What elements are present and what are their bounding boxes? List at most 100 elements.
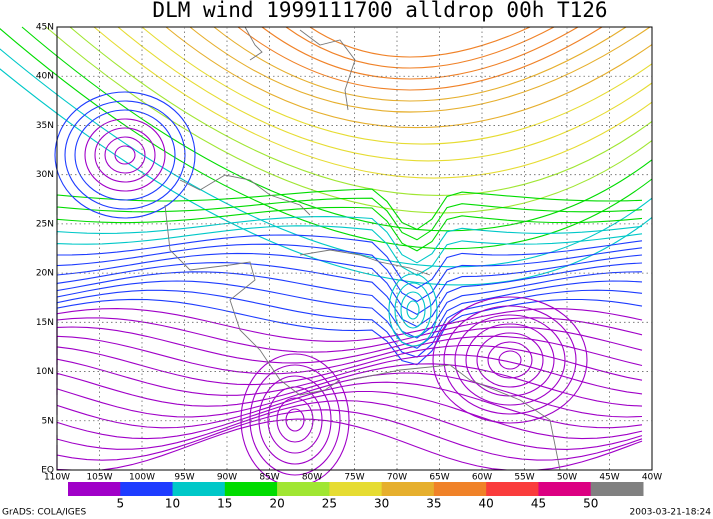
colorbar-label: 30 — [374, 497, 389, 511]
streamline — [0, 68, 653, 286]
streamline — [93, 26, 653, 179]
vortex — [498, 350, 522, 370]
lon-label: 65W — [429, 473, 449, 483]
streamline — [45, 26, 653, 214]
streamlines — [0, 26, 653, 487]
lon-label: 85W — [259, 473, 279, 483]
streamline — [237, 26, 603, 91]
lon-label: 105W — [86, 473, 112, 483]
streamline — [56, 326, 643, 364]
vortex — [465, 323, 555, 397]
coastline — [164, 26, 561, 471]
lat-label: 40N — [36, 72, 54, 82]
lon-label: 80W — [302, 473, 322, 483]
footer-left: GrADS: COLA/IGES — [2, 508, 86, 518]
vortex — [406, 300, 420, 320]
map-title: DLM wind 1999111700 alldrop 00h T126 — [152, 0, 607, 22]
streamline — [141, 26, 653, 145]
vortex — [388, 273, 438, 347]
streamline — [56, 243, 643, 303]
lat-label: 5N — [42, 416, 54, 426]
streamline — [56, 280, 643, 349]
lat-label: 25N — [36, 219, 54, 229]
streamline — [56, 271, 643, 339]
streamline — [56, 344, 643, 386]
lat-label: EQ — [41, 466, 54, 476]
colorbar-box — [120, 482, 174, 496]
streamline — [56, 298, 643, 366]
lon-label: 50W — [557, 473, 577, 483]
colorbar-box — [172, 482, 226, 496]
colorbar-label: 25 — [322, 497, 337, 511]
colorbar-label: 35 — [426, 497, 441, 511]
vortex — [94, 127, 156, 183]
vortex — [476, 332, 544, 388]
vortex — [114, 145, 136, 165]
colorbar-box — [381, 482, 435, 496]
lat-label: 30N — [36, 170, 54, 180]
streamline — [285, 26, 555, 69]
vortex — [454, 314, 566, 406]
vortex — [443, 305, 577, 415]
colorbar-box — [277, 482, 330, 496]
streamline — [165, 26, 653, 129]
vortex — [267, 386, 323, 454]
vortex — [394, 282, 432, 338]
streamline — [21, 26, 653, 232]
streamline — [56, 409, 643, 461]
colorbar-box — [329, 482, 383, 496]
streamline — [189, 26, 651, 113]
vortex — [64, 100, 186, 210]
lat-label: 10N — [36, 367, 54, 377]
streamline — [56, 234, 643, 290]
colorbar-box — [486, 482, 539, 496]
streamline — [56, 335, 643, 375]
vortex — [104, 136, 146, 174]
streamline — [56, 225, 643, 277]
streamline — [56, 372, 643, 418]
streamline — [213, 26, 627, 102]
lon-label: 55W — [514, 473, 534, 483]
streamline — [56, 390, 643, 440]
colorbar-label: 5 — [116, 497, 124, 511]
streamline — [117, 26, 653, 162]
vortex — [249, 364, 341, 476]
lon-label: 100W — [129, 473, 155, 483]
lon-label: 70W — [387, 473, 407, 483]
footer-right: 2003-03-21-18:24 — [630, 508, 712, 518]
colorbar-box — [224, 482, 278, 496]
colorbar-label: 20 — [269, 497, 284, 511]
colorbar-box — [433, 482, 487, 496]
streamline — [56, 252, 643, 315]
streamline — [56, 354, 643, 396]
lat-label: 45N — [36, 23, 54, 33]
lon-label: 95W — [174, 473, 194, 483]
streamline — [69, 26, 653, 196]
vortex — [285, 408, 305, 432]
lon-label: 40W — [642, 473, 662, 483]
streamline — [56, 188, 643, 231]
lon-label: 45W — [599, 473, 619, 483]
colorbar-label: 50 — [583, 497, 598, 511]
vortex — [487, 341, 533, 379]
streamline — [56, 262, 643, 328]
lon-label: 90W — [217, 473, 237, 483]
colorbar-box — [538, 482, 592, 496]
streamline — [56, 289, 643, 358]
streamline — [56, 400, 643, 450]
lat-label: 20N — [36, 269, 54, 279]
streamline — [56, 216, 643, 264]
lon-label: 60W — [472, 473, 492, 483]
streamline — [309, 26, 531, 58]
vortex — [432, 296, 588, 424]
colorbar-label: 15 — [217, 497, 232, 511]
streamline — [56, 308, 643, 342]
vortex — [400, 291, 426, 329]
streamline — [56, 206, 643, 252]
colorbar-label: 45 — [531, 497, 546, 511]
vortex — [74, 109, 176, 201]
colorbar-label: 40 — [479, 497, 494, 511]
lon-label: 75W — [344, 473, 364, 483]
colorbar-box — [590, 482, 644, 496]
